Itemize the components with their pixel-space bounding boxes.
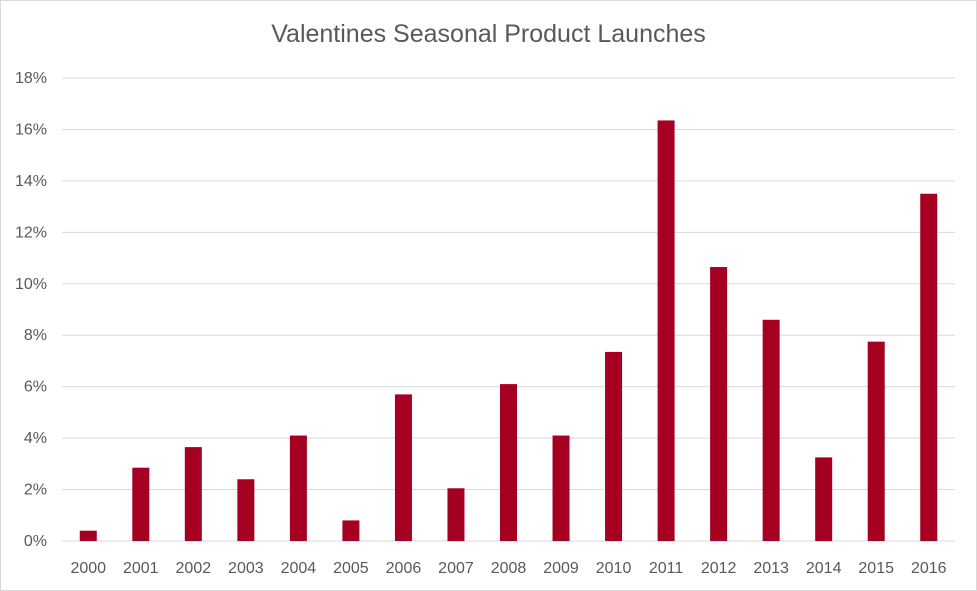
x-tick-label: 2005: [333, 560, 369, 577]
y-tick-label: 4%: [24, 430, 47, 447]
bar-2011: [657, 120, 675, 542]
y-tick-label: 6%: [24, 379, 47, 396]
y-tick-label: 10%: [15, 276, 47, 293]
y-tick-label: 18%: [15, 70, 47, 87]
x-tick-label: 2013: [753, 560, 789, 577]
y-tick-label: 2%: [24, 482, 47, 499]
y-tick-label: 14%: [15, 173, 47, 190]
x-tick-label: 2007: [438, 560, 474, 577]
x-tick-label: 2008: [491, 560, 527, 577]
y-axis-ticks: 0% 2% 4% 6% 8% 10% 12% 14% 16% 18%: [15, 70, 47, 550]
x-tick-label: 2015: [858, 560, 894, 577]
bars: [79, 120, 938, 542]
bar-2008: [500, 384, 517, 541]
bar-2014: [815, 457, 833, 541]
bar-2013: [762, 319, 780, 541]
x-tick-label: 2014: [806, 560, 842, 577]
bar-2010: [605, 351, 623, 541]
y-tick-label: 8%: [24, 327, 47, 344]
x-tick-label: 2009: [543, 560, 579, 577]
bar-2006: [394, 394, 412, 541]
x-axis-ticks: 2000 2001 2002 2003 2004 2005 2006 2007 2008 2009…: [70, 560, 946, 577]
bar-2012: [710, 267, 728, 541]
x-tick-label: 2010: [596, 560, 632, 577]
bar-2001: [132, 467, 150, 541]
bar-2005: [342, 520, 360, 541]
bar-2009: [552, 435, 570, 541]
bar-2016: [920, 193, 938, 541]
x-tick-label: 2001: [123, 560, 159, 577]
y-tick-label: 16%: [15, 121, 47, 138]
x-tick-label: 2000: [70, 560, 106, 577]
bar-2002: [184, 447, 202, 541]
x-tick-label: 2011: [649, 560, 684, 577]
bar-2015: [867, 341, 885, 541]
x-tick-label: 2003: [228, 560, 264, 577]
x-tick-label: 2012: [701, 560, 737, 577]
bar-2004: [289, 435, 307, 541]
bar-2003: [237, 479, 255, 541]
bar-2007: [447, 488, 465, 541]
bar-2000: [79, 530, 97, 541]
x-tick-label: 2006: [386, 560, 422, 577]
x-tick-label: 2016: [911, 560, 947, 577]
y-tick-label: 0%: [24, 533, 47, 550]
chart-title: Valentines Seasonal Product Launches: [271, 20, 706, 48]
y-tick-label: 12%: [15, 224, 47, 241]
x-tick-label: 2002: [176, 560, 212, 577]
x-tick-label: 2004: [281, 560, 317, 577]
